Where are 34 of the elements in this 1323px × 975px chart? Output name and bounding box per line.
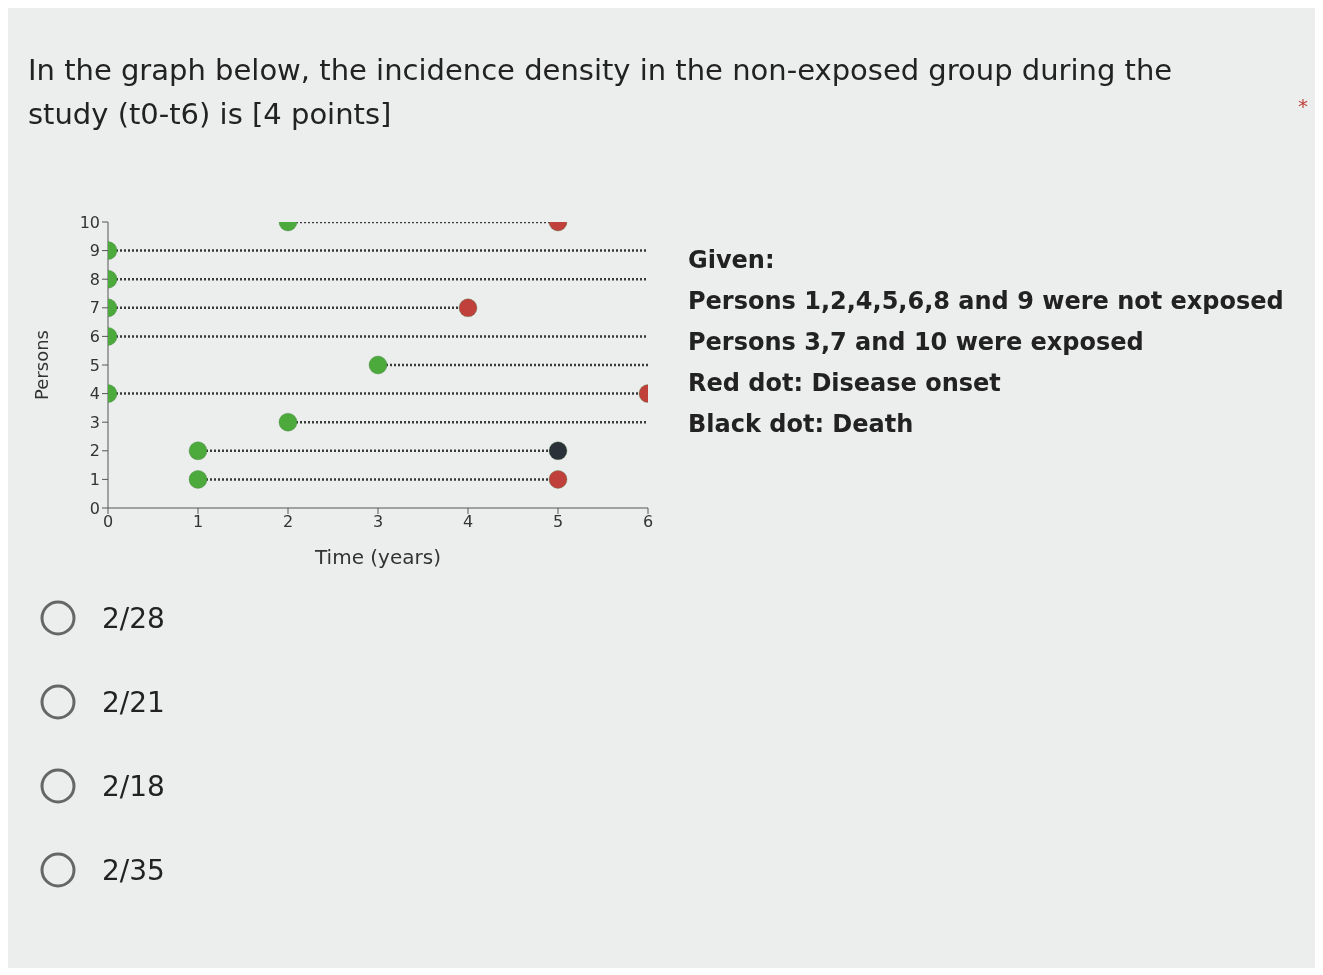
y-tick-label: 4: [89, 384, 100, 404]
text: 2/35: [102, 853, 165, 887]
y-tick-label: 9: [89, 241, 100, 261]
text: 2/21: [102, 685, 165, 719]
text: Red dot: Disease onset: [688, 368, 1002, 399]
y-tick-label: 10: [79, 212, 100, 232]
text: Persons 3,7 and 10 were exposed: [688, 327, 1145, 358]
y-tick-label: 8: [89, 269, 100, 289]
x-tick-label: 6: [642, 512, 654, 532]
point: [548, 469, 568, 489]
y-tick-label: 3: [89, 412, 100, 432]
x-axis-title: Time (years): [314, 545, 441, 569]
y-axis-title: Persons: [31, 330, 53, 400]
x-tick-label: 3: [372, 512, 384, 532]
text: Persons 1,2,4,5,6,8 and 9 were not exposed: [688, 286, 1284, 317]
point: [458, 298, 478, 318]
point: [548, 441, 568, 461]
x-tick-label: 0: [102, 512, 114, 532]
text: Black dot: Death: [688, 409, 915, 440]
x-tick-label: 1: [192, 512, 204, 532]
y-tick-label: 1: [89, 470, 100, 490]
y-tick-label: 0: [89, 498, 100, 518]
text: 2/28: [102, 601, 165, 635]
y-tick-label: 2: [89, 441, 100, 461]
y-tick-label: 5: [89, 355, 100, 375]
text: 2/18: [102, 769, 165, 803]
y-tick-label: 6: [89, 327, 100, 347]
text: Given:: [688, 245, 776, 276]
x-tick-label: 2: [282, 512, 294, 532]
text: *: [1298, 94, 1308, 118]
x-tick-label: 4: [462, 512, 474, 532]
chart-title: In the graph below, the incidence density in the non-exposed group during the study (t0-t6) is [4 points]: [28, 52, 1174, 133]
x-tick-label: 5: [552, 512, 564, 532]
y-tick-label: 7: [89, 298, 100, 318]
